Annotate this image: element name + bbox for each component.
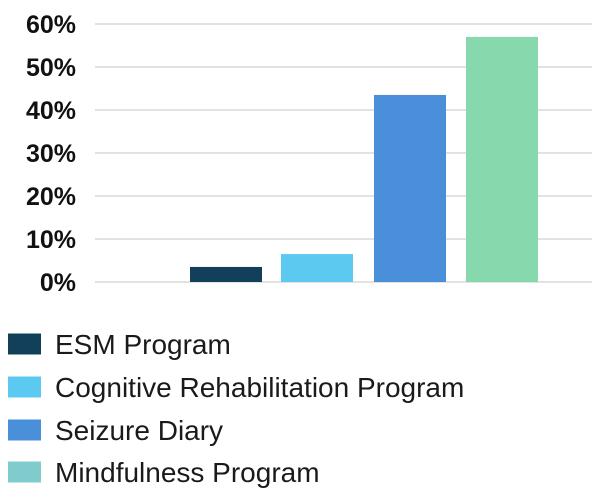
legend-label: Cognitive Rehabilitation Program (55, 372, 464, 403)
legend-item: Mindfulness Program (8, 457, 320, 488)
legend-item: ESM Program (8, 329, 231, 360)
y-axis-tick-labels: 0% 10% 20% 30% 40% 50% 60% (26, 11, 76, 297)
legend: ESM Program Cognitive Rehabilitation Prog… (8, 329, 464, 488)
legend-swatch (8, 376, 41, 398)
legend-label: Seizure Diary (55, 415, 223, 446)
legend-label: ESM Program (55, 329, 231, 360)
bar-cognitive-rehabilitation-program (281, 254, 353, 282)
y-tick-label: 30% (26, 140, 76, 168)
legend-label: Mindfulness Program (55, 457, 320, 488)
legend-swatch (8, 333, 41, 355)
y-tick-label: 0% (40, 269, 76, 297)
y-tick-label: 40% (26, 97, 76, 125)
legend-swatch (8, 461, 41, 483)
legend-item: Cognitive Rehabilitation Program (8, 372, 464, 403)
y-tick-label: 10% (26, 226, 76, 254)
bar-seizure-diary (374, 94, 446, 282)
y-tick-label: 60% (26, 11, 76, 39)
bar-esm-program (190, 266, 262, 282)
y-tick-label: 50% (26, 54, 76, 82)
legend-swatch (8, 419, 41, 441)
bars (190, 36, 538, 283)
legend-item: Seizure Diary (8, 415, 223, 446)
bar-mindfulness-program (466, 36, 538, 283)
gridlines (95, 23, 592, 283)
y-tick-label: 20% (26, 183, 76, 211)
